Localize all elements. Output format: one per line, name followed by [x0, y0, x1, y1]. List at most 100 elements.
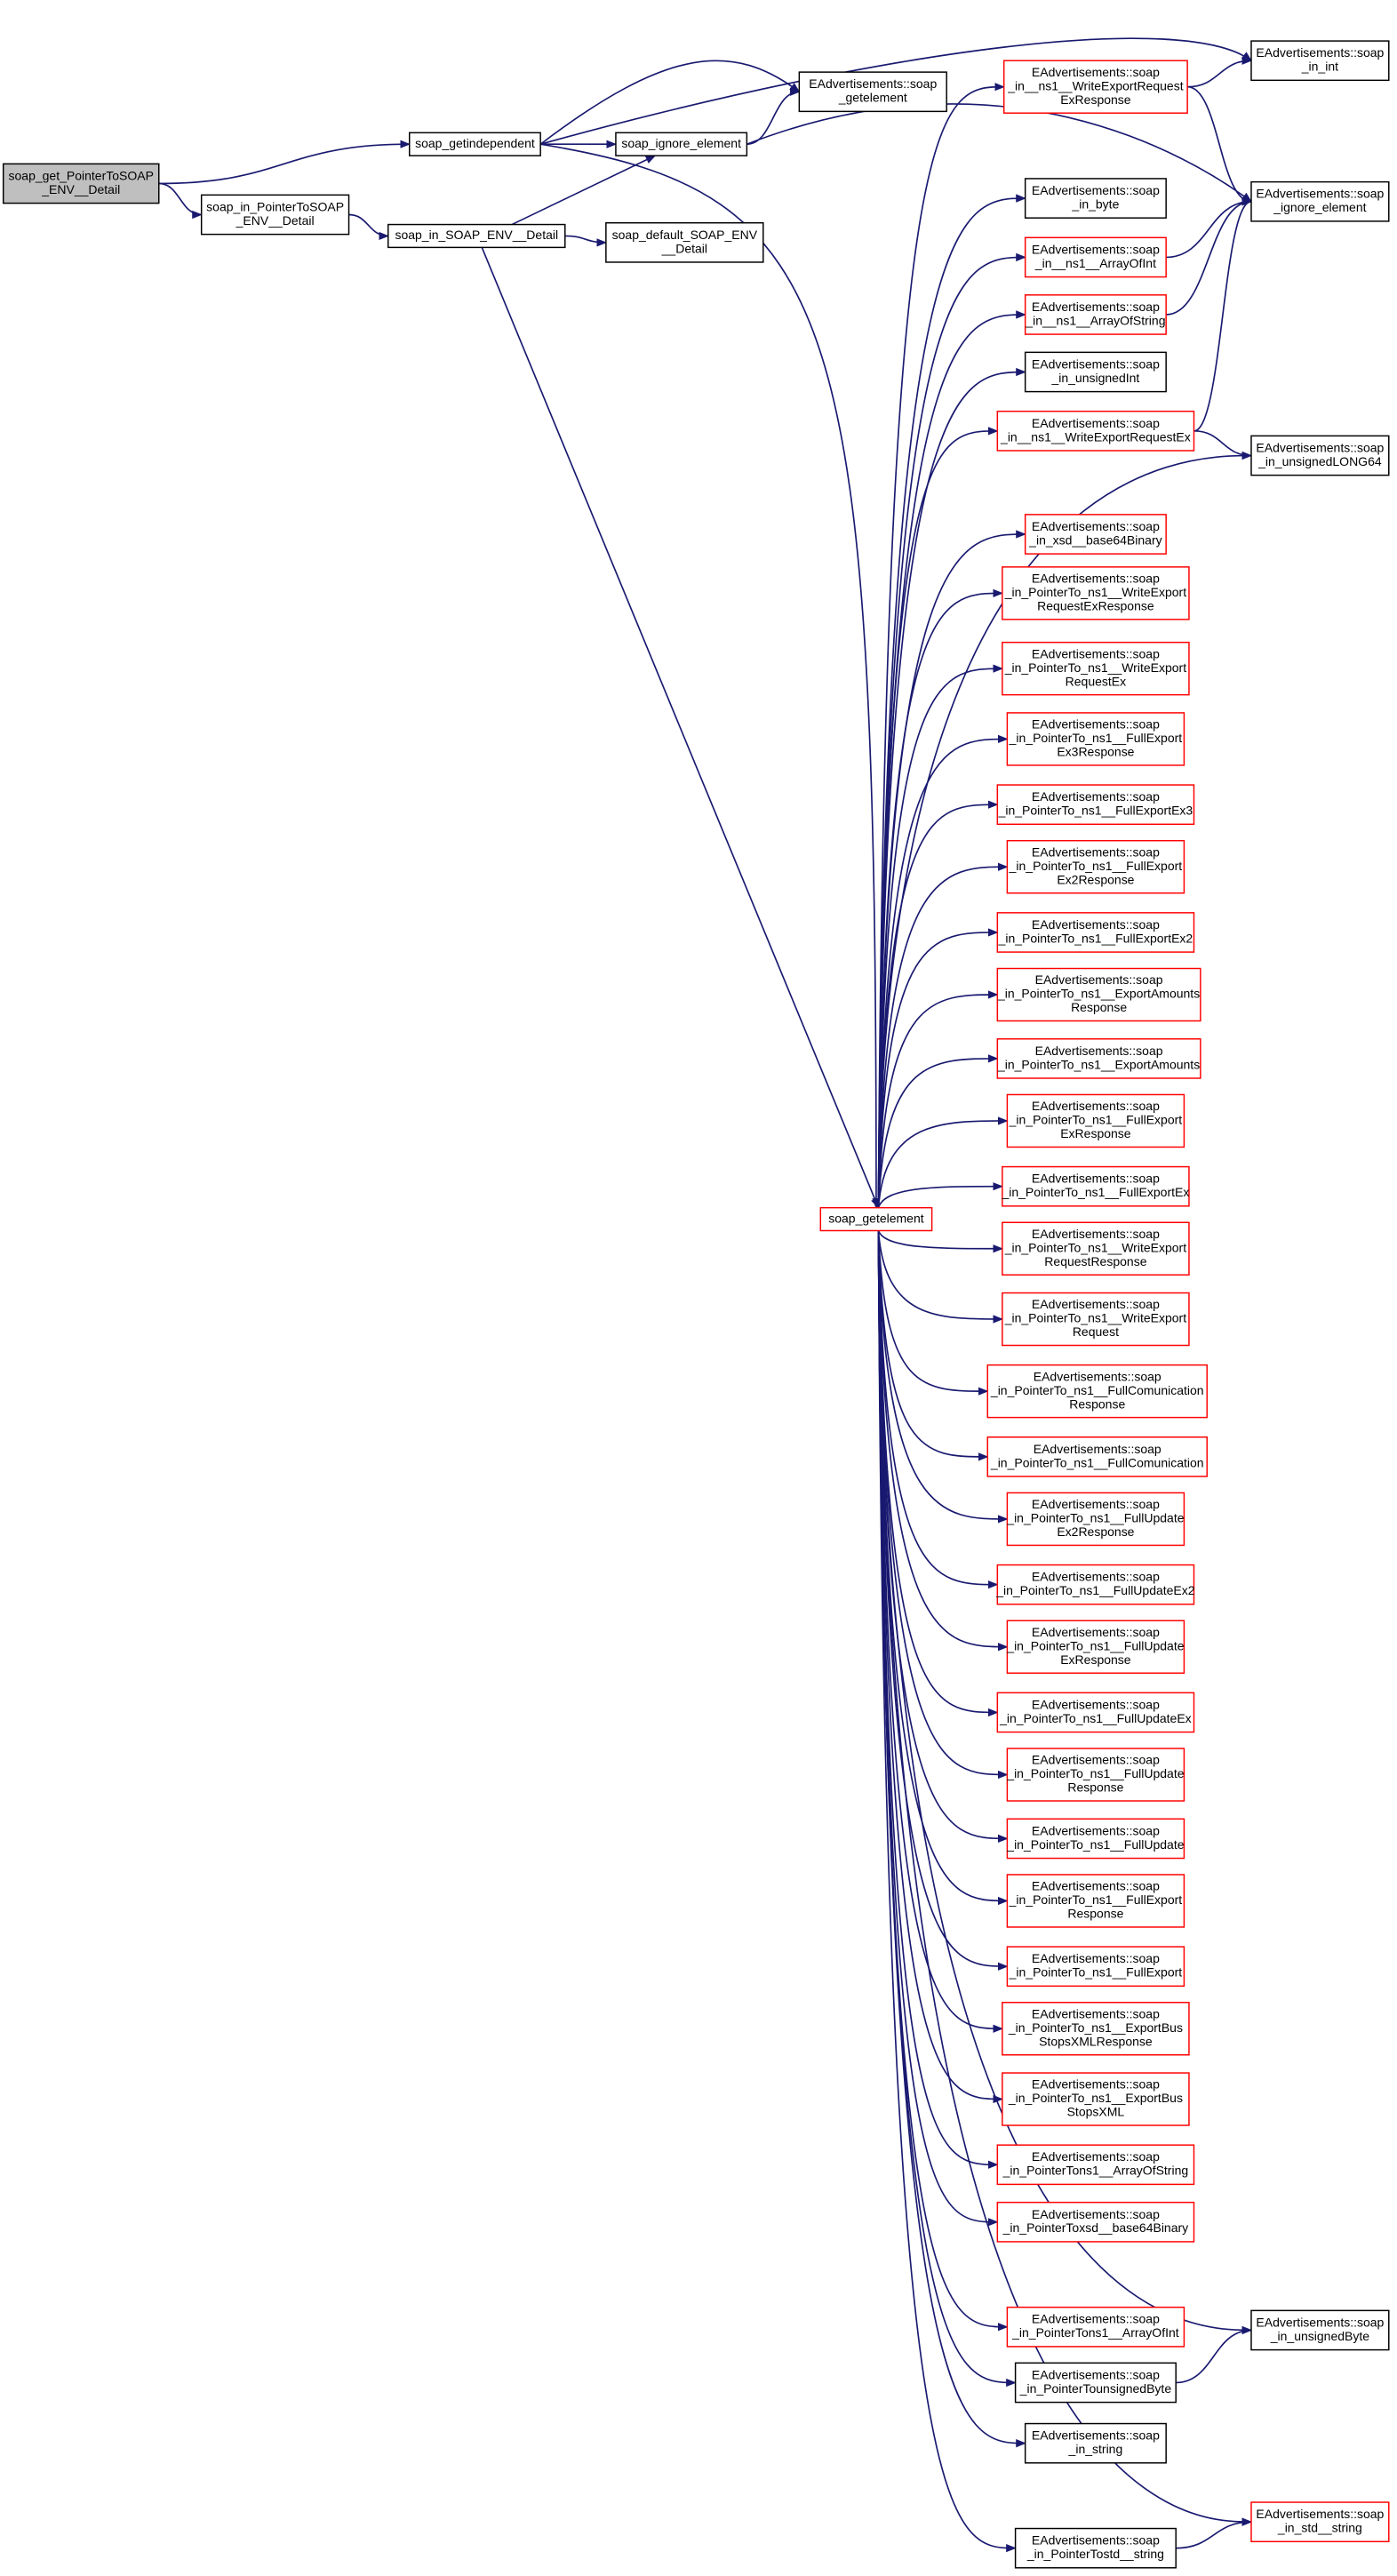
- graph-node[interactable]: EAdvertisements::soap_in_PointerTo_ns1__…: [1006, 839, 1185, 894]
- call-edge: [1176, 2325, 1253, 2384]
- node-label: EAdvertisements::soap: [1032, 572, 1160, 586]
- node-label: _in_unsignedLONG64: [1257, 454, 1382, 468]
- node-label: EAdvertisements::soap: [1032, 1099, 1160, 1113]
- call-edge: [877, 1230, 999, 2227]
- graph-node[interactable]: EAdvertisements::soap_in_PointerTo_ns1__…: [1002, 2072, 1190, 2126]
- node-label: EAdvertisements::soap: [1032, 416, 1160, 430]
- graph-node: soap_in_SOAP_ENV__Detail: [387, 223, 566, 249]
- graph-node: EAdvertisements::soap_getelement: [798, 71, 947, 113]
- node-box: [1006, 1818, 1185, 1860]
- graph-node[interactable]: EAdvertisements::soap_in_PointerTons1__A…: [996, 2144, 1195, 2186]
- node-box: [996, 784, 1195, 826]
- graph-node: soap_get_PointerToSOAP_ENV__Detail: [2, 163, 160, 204]
- call-edge: [877, 1230, 1009, 1844]
- node-label: _in__ns1__WriteExportRequestEx: [1000, 429, 1191, 444]
- graph-node[interactable]: EAdvertisements::soap_in_PointerTo_ns1__…: [1002, 566, 1190, 620]
- graph-node[interactable]: EAdvertisements::soap_in_PointerTo_ns1__…: [1002, 1221, 1190, 1276]
- node-label: _in_PointerTostd__string: [1026, 2547, 1164, 2561]
- graph-node[interactable]: EAdvertisements::soap_in_PointerTo_ns1__…: [995, 1564, 1195, 1605]
- graph-node[interactable]: EAdvertisements::soap_in_PointerToxsd__b…: [996, 2201, 1195, 2243]
- node-box: [1002, 1221, 1190, 1276]
- node-label: RequestExResponse: [1037, 599, 1154, 613]
- graph-node[interactable]: EAdvertisements::soap_in__ns1__WriteExpo…: [1002, 60, 1188, 114]
- node-label: _in_PointerTo_ns1__FullUpdate: [1006, 1766, 1184, 1780]
- node-box: [1024, 178, 1167, 219]
- graph-node[interactable]: EAdvertisements::soap_in_PointerTo_ns1__…: [1006, 1748, 1185, 1802]
- call-edge: [564, 235, 608, 247]
- graph-node[interactable]: EAdvertisements::soap_in_PointerTo_ns1__…: [1002, 641, 1190, 696]
- graph-node[interactable]: EAdvertisements::soap_in_std__string: [1250, 2501, 1390, 2543]
- graph-node: soap_ignore_element: [615, 132, 748, 156]
- node-label: __Detail: [661, 241, 707, 255]
- node-label: _in_PointerTo_ns1__FullUpdateEx: [999, 1711, 1192, 1725]
- node-box: [2, 163, 160, 204]
- node-box: [1006, 712, 1185, 766]
- call-edge: [877, 1116, 1009, 1208]
- node-label: EAdvertisements::soap: [1032, 2207, 1160, 2221]
- node-label: EAdvertisements::soap: [1032, 2077, 1160, 2092]
- call-edge: [877, 588, 1004, 1208]
- graph-node[interactable]: EAdvertisements::soap_in_PointerTo_ns1__…: [1006, 1492, 1185, 1547]
- graph-node[interactable]: EAdvertisements::soap_in_PointerTo_ns1__…: [986, 1364, 1208, 1419]
- node-label: _in_PointerTo_ns1__FullComunication: [990, 1455, 1204, 1469]
- node-label: soap_in_PointerToSOAP: [206, 199, 344, 213]
- graph-node[interactable]: EAdvertisements::soap_in__ns1__WriteExpo…: [996, 410, 1195, 452]
- node-box: [1002, 1292, 1190, 1347]
- graph-node[interactable]: EAdvertisements::soap_in__ns1__ArrayOfSt…: [1024, 294, 1167, 335]
- node-label: EAdvertisements::soap: [809, 76, 937, 91]
- node-box: [1002, 2072, 1190, 2126]
- node-box: [996, 2144, 1195, 2186]
- graph-node[interactable]: EAdvertisements::soap_in_PointerTo_ns1__…: [996, 1692, 1195, 1733]
- graph-node[interactable]: EAdvertisements::soap_in_PointerTo_ns1__…: [1006, 1093, 1185, 1148]
- node-label: _in_PointerToxsd__base64Binary: [1002, 2220, 1189, 2235]
- graph-node: EAdvertisements::soap_in_PointerTounsign…: [1014, 2362, 1177, 2404]
- node-box: [1006, 839, 1185, 894]
- graph-node: soap_getindependent: [408, 132, 541, 156]
- node-label: ExResponse: [1060, 1126, 1131, 1140]
- node-box: [986, 1364, 1208, 1419]
- call-edge: [1166, 197, 1253, 259]
- node-box: [798, 71, 947, 113]
- node-label: EAdvertisements::soap: [1032, 917, 1160, 932]
- node-label: _in_int: [1301, 60, 1338, 74]
- node-label: RequestResponse: [1044, 1254, 1146, 1268]
- node-label: ExResponse: [1060, 92, 1131, 107]
- graph-node[interactable]: EAdvertisements::soap_in_PointerTo_ns1__…: [1006, 1620, 1185, 1674]
- graph-node[interactable]: EAdvertisements::soap_in_PointerTo_ns1__…: [996, 967, 1201, 1022]
- node-label: EAdvertisements::soap: [1032, 1497, 1160, 1511]
- call-edge: [877, 1182, 1004, 1208]
- graph-node[interactable]: EAdvertisements::soap_in_PointerTo_ns1__…: [996, 784, 1195, 826]
- graph-node[interactable]: EAdvertisements::soap_in_PointerTo_ns1__…: [996, 912, 1195, 953]
- call-edge: [746, 103, 1252, 203]
- node-label: _in_PointerTo_ns1__ExportAmounts: [997, 987, 1200, 1001]
- call-edge: [158, 140, 411, 185]
- graph-node[interactable]: EAdvertisements::soap_in_PointerTo_ns1__…: [1001, 1165, 1190, 1207]
- node-label: _in_xsd__base64Binary: [1028, 532, 1162, 547]
- graph-node[interactable]: EAdvertisements::soap_in_PointerTo_ns1__…: [986, 1436, 1208, 1477]
- call-edge: [877, 1230, 1009, 1652]
- node-label: _in_PointerTo_ns1__FullExport: [1009, 1965, 1183, 1980]
- node-label: soap_getindependent: [415, 136, 535, 150]
- node-label: EAdvertisements::soap: [1032, 1823, 1160, 1837]
- graph-node[interactable]: EAdvertisements::soap_in_PointerTo_ns1__…: [1006, 1946, 1185, 1988]
- node-box: [1002, 566, 1190, 620]
- node-box: [1006, 1874, 1185, 1928]
- graph-node[interactable]: EAdvertisements::soap_in_PointerTo_ns1__…: [1002, 1292, 1190, 1347]
- graph-node[interactable]: EAdvertisements::soap_in_xsd__base64Bina…: [1024, 514, 1167, 555]
- graph-node[interactable]: EAdvertisements::soap_in_PointerTo_ns1__…: [1002, 2002, 1190, 2056]
- node-label: _in__ns1__ArrayOfString: [1025, 313, 1165, 327]
- node-label: _in_PointerTo_ns1__FullUpdateEx2: [995, 1583, 1195, 1597]
- graph-node[interactable]: EAdvertisements::soap_in_PointerTons1__A…: [1006, 2306, 1185, 2348]
- graph-node[interactable]: EAdvertisements::soap_in__ns1__ArrayOfIn…: [1024, 236, 1167, 278]
- graph-node[interactable]: EAdvertisements::soap_in_PointerTo_ns1__…: [1006, 712, 1185, 766]
- graph-node[interactable]: EAdvertisements::soap_in_PointerTo_ns1__…: [1006, 1874, 1185, 1928]
- node-label: EAdvertisements::soap: [1032, 65, 1160, 79]
- graph-node[interactable]: EAdvertisements::soap_in_PointerTo_ns1__…: [996, 1038, 1201, 1079]
- graph-node[interactable]: soap_getelement: [819, 1206, 933, 1232]
- node-label: _ENV__Detail: [235, 213, 315, 228]
- call-edge: [877, 928, 999, 1208]
- graph-node[interactable]: EAdvertisements::soap_in_PointerTo_ns1__…: [1006, 1818, 1185, 1860]
- call-edge: [877, 1230, 1009, 1971]
- node-box: [1024, 351, 1167, 393]
